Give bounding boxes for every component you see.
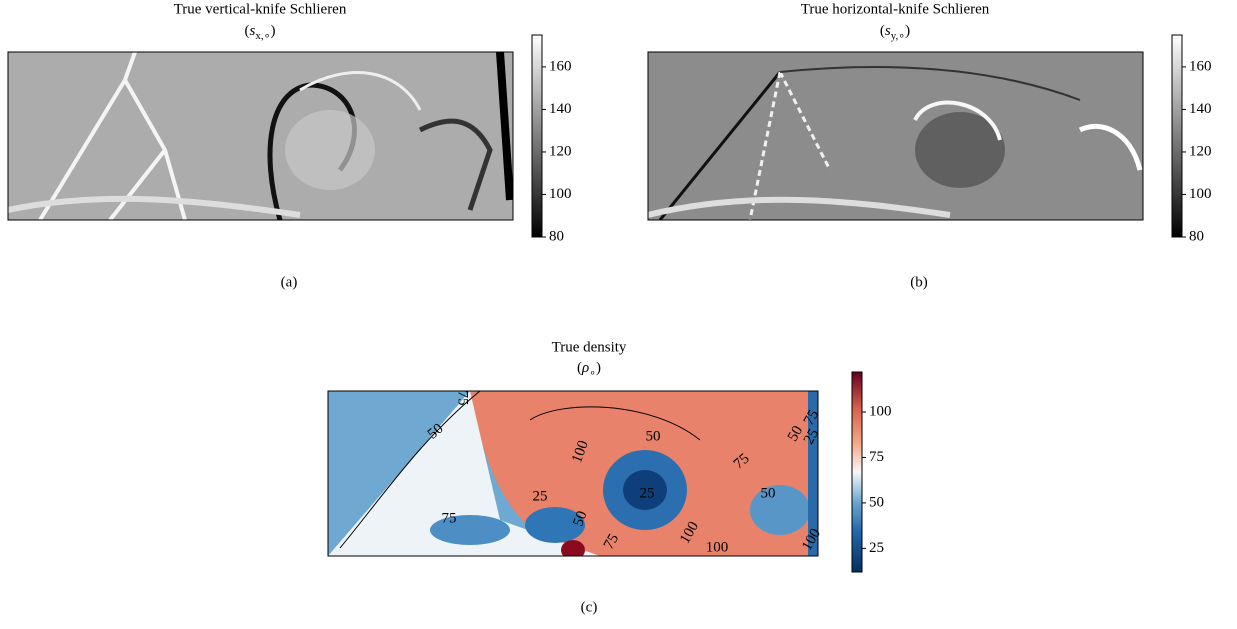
contour-label: 50 xyxy=(761,485,776,501)
colorbar-tick-label: 80 xyxy=(549,228,564,244)
schlieren-x-image xyxy=(8,52,513,220)
panel-subtitle: (sx,∘) xyxy=(245,23,276,41)
colorbar-tick-label: 140 xyxy=(1189,101,1212,117)
frame xyxy=(327,390,819,557)
colorbar-tick-label: 160 xyxy=(549,58,572,74)
contour-label: 25 xyxy=(533,488,548,504)
colorbar-tick-label: 75 xyxy=(869,449,884,465)
panel-subtitle: (sy,∘) xyxy=(880,23,910,41)
panel-caption: (b) xyxy=(910,274,928,290)
contour-label: 100 xyxy=(706,539,729,555)
frame xyxy=(7,51,514,221)
subtitle-part: s xyxy=(885,23,891,39)
colorbar-tick-label: 50 xyxy=(869,494,884,510)
colorbar-tick-label: 120 xyxy=(1189,143,1212,159)
colorbar-tick-label: 25 xyxy=(869,540,884,556)
contour-label: 50 xyxy=(785,423,806,444)
colorbar-tick-label: 140 xyxy=(549,101,572,117)
subtitle-part: ( xyxy=(880,23,885,39)
subtitle-part: x,∘ xyxy=(255,30,270,42)
panel-subtitle: (ρ∘) xyxy=(577,360,601,378)
contour-label: 50 xyxy=(570,509,590,529)
colorbar xyxy=(531,34,543,238)
subtitle-part: ) xyxy=(905,23,910,39)
colorbar xyxy=(851,371,863,573)
contour-label: 25 xyxy=(801,426,822,447)
subtitle-part: ρ xyxy=(581,360,589,376)
panel-caption: (a) xyxy=(281,274,298,290)
colorbar-tick-label: 100 xyxy=(869,403,892,419)
contour-label: 100 xyxy=(569,438,592,465)
frame xyxy=(647,51,1144,221)
colorbar xyxy=(1171,34,1183,238)
contour-label: 50 xyxy=(646,428,661,444)
subtitle-part: ( xyxy=(245,23,250,39)
subtitle-part: y,∘ xyxy=(891,30,905,42)
colorbar-tick-label: 100 xyxy=(1189,186,1212,202)
contour-label: 75 xyxy=(442,510,457,526)
density-image xyxy=(328,391,818,556)
panel-caption: (c) xyxy=(581,599,598,615)
colorbar-tick-label: 120 xyxy=(549,143,572,159)
panel-title: True density xyxy=(552,339,627,355)
colorbar-tick-label: 160 xyxy=(1189,58,1212,74)
subtitle-part: ( xyxy=(577,360,582,376)
contour-label: 75 xyxy=(801,407,822,428)
subtitle-part: s xyxy=(250,23,256,39)
subtitle-part: ) xyxy=(270,23,275,39)
contour-label: 75 xyxy=(601,531,622,552)
contour-label: 25 xyxy=(640,485,655,501)
panel-title: True horizontal-knife Schlieren xyxy=(801,1,990,17)
schlieren-y-image xyxy=(648,52,1143,220)
subtitle-part: ∘ xyxy=(589,367,596,379)
subtitle-part: ) xyxy=(596,360,601,376)
contour-label: 75 xyxy=(455,391,471,406)
panel-title: True vertical-knife Schlieren xyxy=(174,1,347,17)
colorbar-tick-label: 80 xyxy=(1189,228,1204,244)
colorbar-tick-label: 100 xyxy=(549,186,572,202)
